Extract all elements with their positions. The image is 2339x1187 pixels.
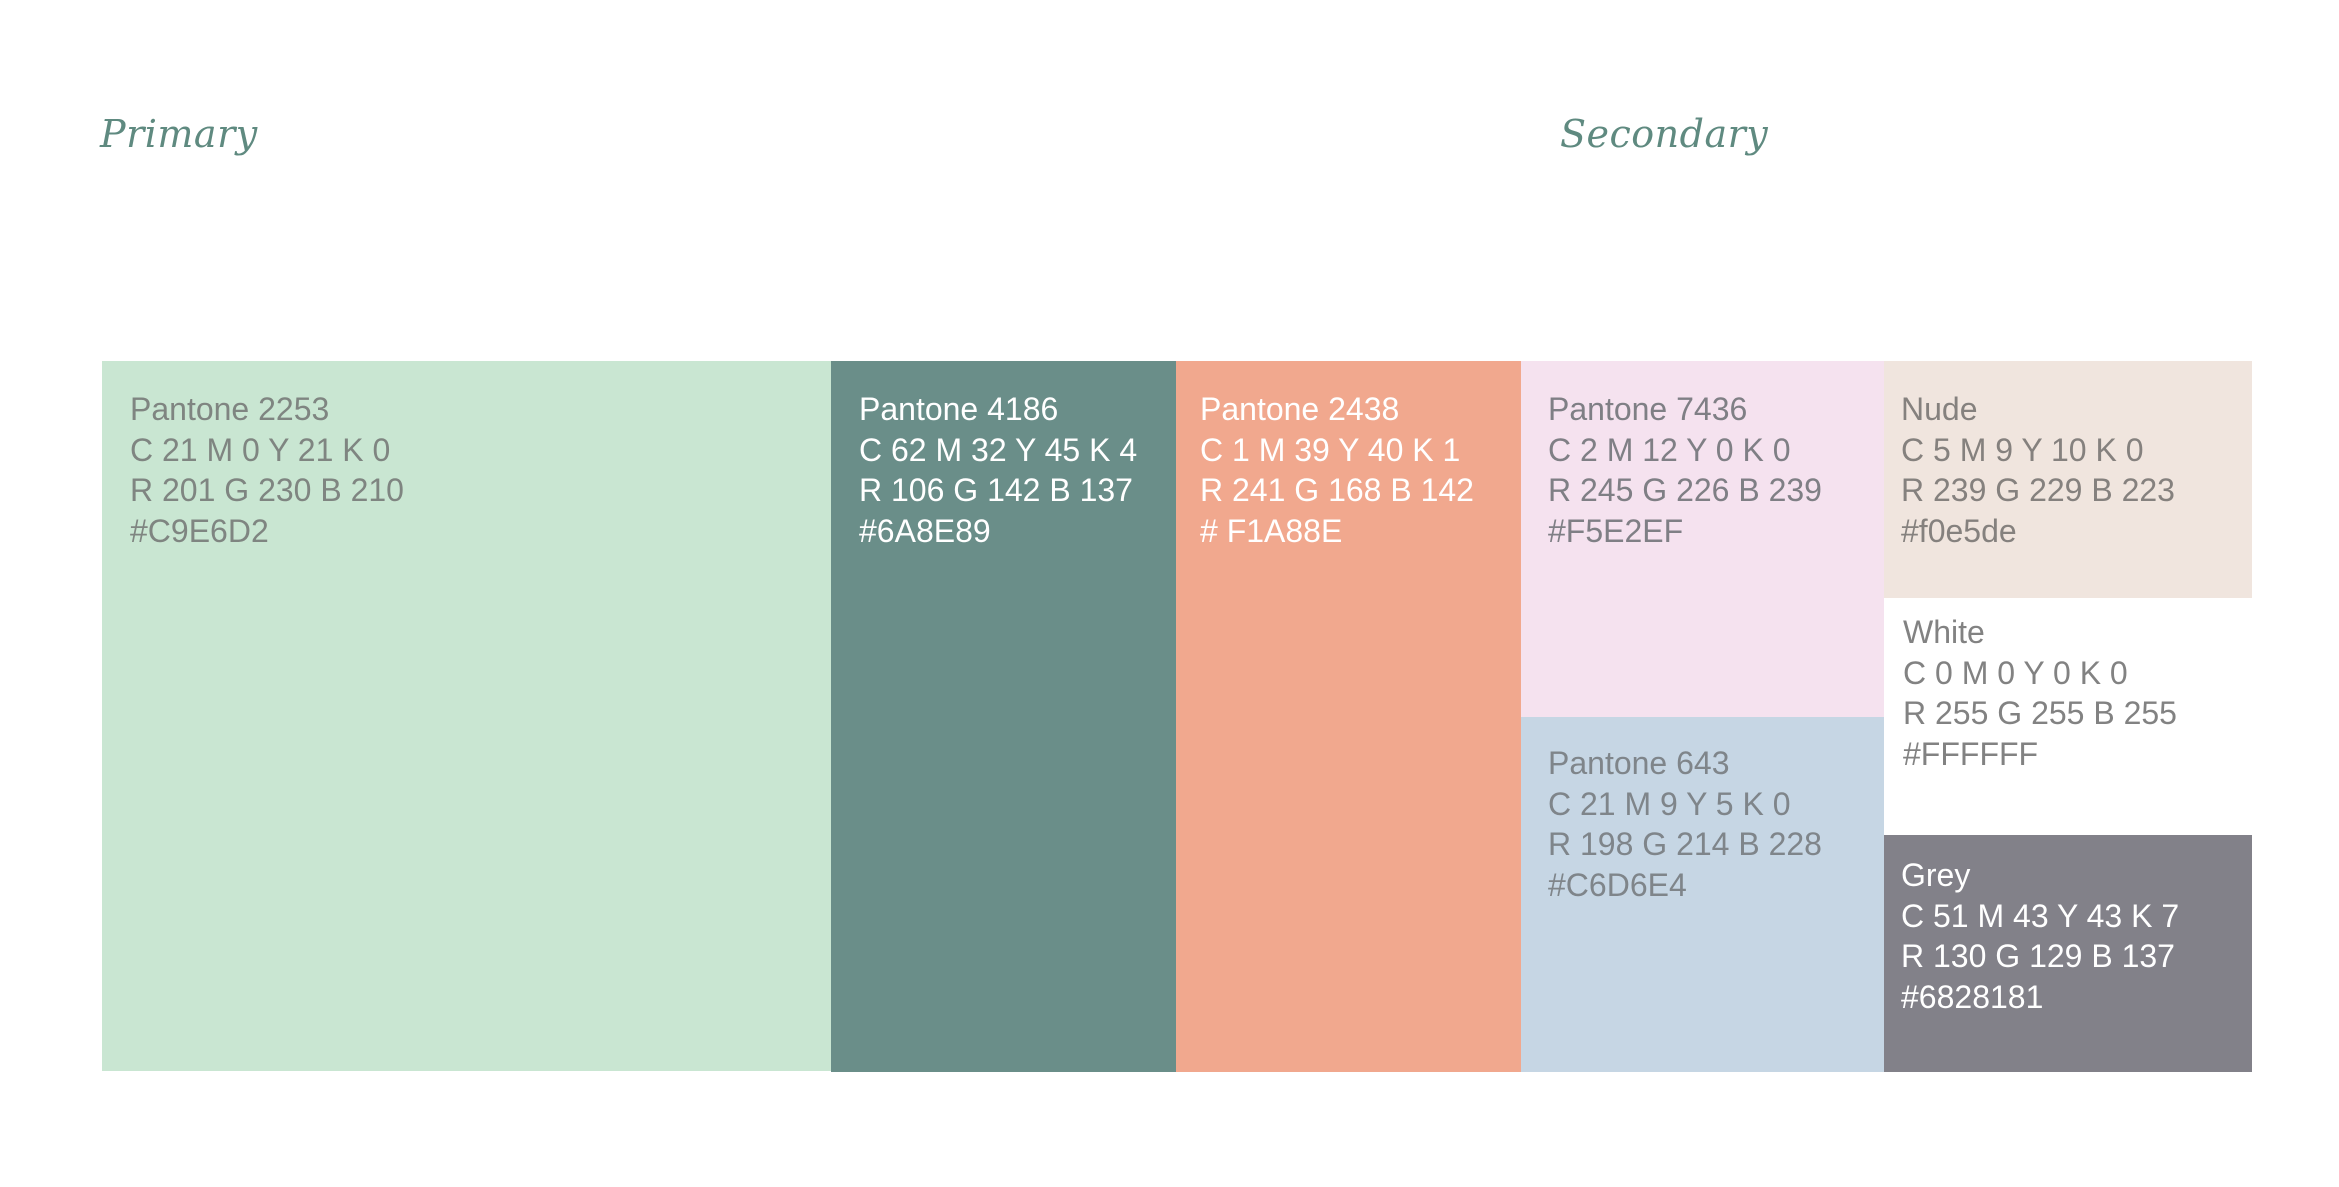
swatch-name: Pantone 7436: [1548, 391, 1748, 427]
swatch-cmyk: C 0 M 0 Y 0 K 0: [1903, 654, 2128, 691]
swatch-pantone-643: Pantone 643 C 21 M 9 Y 5 K 0 R 198 G 214…: [1521, 717, 1884, 1072]
secondary-heading: Secondary: [1560, 112, 1769, 156]
swatch-cmyk: C 1 M 39 Y 40 K 1: [1200, 431, 1461, 468]
swatch-rgb: R 201 G 230 B 210: [130, 472, 404, 508]
swatch-name: Pantone 2253: [130, 391, 330, 427]
swatch-rgb: R 239 G 229 B 223: [1901, 472, 2175, 508]
swatch-white: White C 0 M 0 Y 0 K 0 R 255 G 255 B 255 …: [1884, 598, 2252, 835]
primary-heading: Primary: [100, 112, 258, 156]
swatch-rgb: R 130 G 129 B 137: [1901, 938, 2175, 974]
swatch-cmyk: C 21 M 0 Y 21 K 0: [130, 431, 391, 468]
swatch-cmyk: C 62 M 32 Y 45 K 4: [859, 431, 1138, 468]
swatch-rgb: R 255 G 255 B 255: [1903, 695, 2177, 731]
swatch-nude: Nude C 5 M 9 Y 10 K 0 R 239 G 229 B 223 …: [1884, 361, 2252, 598]
swatch-hex: #F5E2EF: [1548, 512, 1684, 549]
swatch-hex: #6828181: [1901, 978, 2044, 1015]
swatch-cmyk: C 2 M 12 Y 0 K 0: [1548, 431, 1791, 468]
swatch-pantone-4186: Pantone 4186 C 62 M 32 Y 45 K 4 R 106 G …: [831, 361, 1176, 1072]
swatch-name: Grey: [1901, 857, 1971, 893]
swatch-hex: #C6D6E4: [1548, 866, 1687, 903]
swatch-cmyk: C 51 M 43 Y 43 K 7: [1901, 897, 2180, 934]
swatch-cmyk: C 21 M 9 Y 5 K 0: [1548, 785, 1791, 822]
swatch-pantone-2253: Pantone 2253 C 21 M 0 Y 21 K 0 R 201 G 2…: [102, 361, 831, 1071]
swatch-name: Pantone 643: [1548, 745, 1730, 781]
swatch-name: Pantone 4186: [859, 391, 1059, 427]
swatch-grey: Grey C 51 M 43 Y 43 K 7 R 130 G 129 B 13…: [1884, 835, 2252, 1072]
swatch-cmyk: C 5 M 9 Y 10 K 0: [1901, 431, 2144, 468]
swatch-pantone-2438: Pantone 2438 C 1 M 39 Y 40 K 1 R 241 G 1…: [1176, 361, 1521, 1072]
swatch-hex: #C9E6D2: [130, 512, 269, 549]
swatch-hex: #FFFFFF: [1903, 735, 2039, 772]
swatch-hex: #f0e5de: [1901, 512, 2017, 549]
swatch-pantone-7436: Pantone 7436 C 2 M 12 Y 0 K 0 R 245 G 22…: [1521, 361, 1884, 717]
swatch-hex: # F1A88E: [1200, 512, 1343, 549]
swatch-hex: #6A8E89: [859, 512, 991, 549]
swatch-name: White: [1903, 614, 1985, 650]
swatch-name: Pantone 2438: [1200, 391, 1400, 427]
swatch-rgb: R 245 G 226 B 239: [1548, 472, 1822, 508]
swatch-rgb: R 198 G 214 B 228: [1548, 826, 1822, 862]
swatch-rgb: R 241 G 168 B 142: [1200, 472, 1474, 508]
swatch-name: Nude: [1901, 391, 1978, 427]
swatch-rgb: R 106 G 142 B 137: [859, 472, 1133, 508]
